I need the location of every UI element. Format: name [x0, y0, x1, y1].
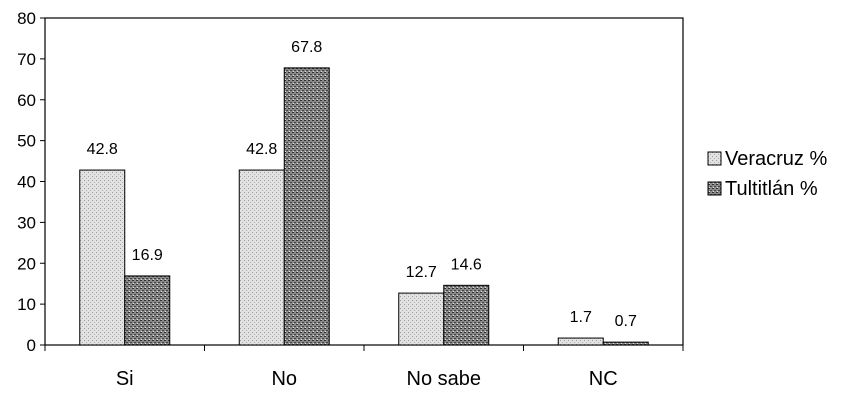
- y-tick-label: 10: [17, 295, 36, 314]
- bar-tultitlan: [283, 67, 330, 346]
- legend: Veracruz % Tultitlán %: [707, 148, 827, 200]
- x-category-label: No: [271, 368, 297, 390]
- y-tick-label: 30: [17, 213, 36, 232]
- x-category-label: NC: [589, 368, 618, 390]
- legend-label: Tultitlán %: [725, 178, 818, 200]
- y-tick-label: 50: [17, 132, 36, 151]
- bar-tultitlan: [124, 275, 171, 346]
- bar-value-label: 14.6: [451, 256, 482, 273]
- bars: [79, 67, 649, 346]
- bar-value-label: 1.7: [570, 309, 592, 326]
- y-tick-label: 80: [17, 9, 36, 28]
- x-category-label: Si: [116, 368, 134, 390]
- y-tick-label: 70: [17, 50, 36, 69]
- x-category-label: No sabe: [407, 368, 482, 390]
- legend-swatch: [707, 151, 722, 166]
- y-tick-label: 0: [27, 336, 36, 355]
- bar-value-label: 42.8: [246, 141, 277, 158]
- bar-veracruz: [398, 292, 445, 346]
- axes: 0 10 20 30 40 50 60 70 80 Si No No sabe NC: [17, 9, 684, 390]
- bar-tultitlan: [443, 284, 490, 346]
- bar-value-label: 16.9: [132, 247, 163, 264]
- legend-swatch: [707, 181, 722, 196]
- bar-tultitlan: [602, 341, 649, 346]
- y-tick-label: 40: [17, 173, 36, 192]
- bar-veracruz: [238, 169, 285, 346]
- y-tick-label: 20: [17, 254, 36, 273]
- bar-value-label: 42.8: [87, 141, 118, 158]
- bar-veracruz: [79, 169, 126, 346]
- bar-veracruz: [557, 337, 604, 346]
- bar-value-label: 12.7: [406, 264, 437, 281]
- bar-value-label: 67.8: [291, 39, 322, 56]
- bar-value-label: 0.7: [615, 313, 637, 330]
- data-labels: 42.8 16.9 42.8 67.8 12.7 14.6 1.7 0.7: [87, 39, 637, 330]
- y-tick-label: 60: [17, 91, 36, 110]
- legend-label: Veracruz %: [725, 148, 827, 170]
